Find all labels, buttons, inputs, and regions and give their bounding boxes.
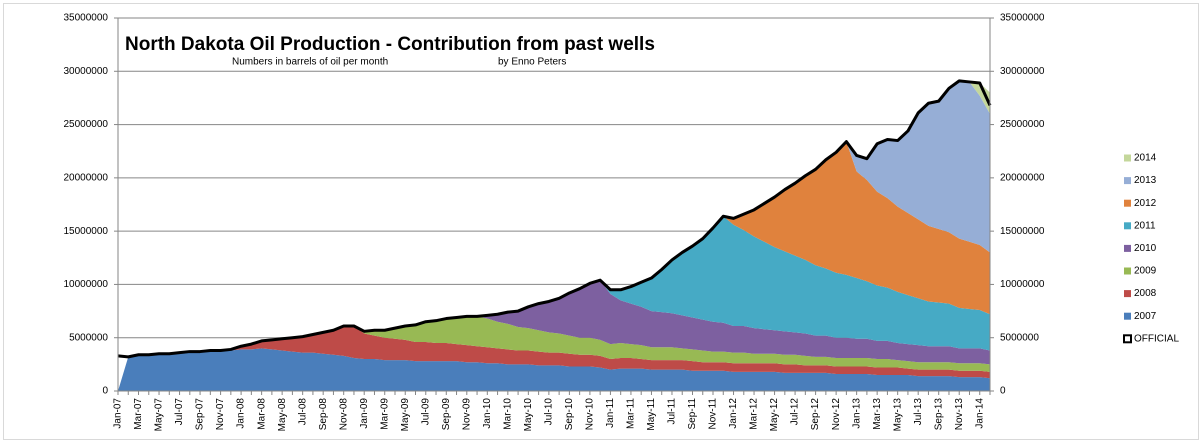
x-tick-label: Sep-09	[441, 398, 452, 431]
x-tick-label: Sep-11	[687, 398, 698, 430]
area-series	[118, 141, 990, 391]
y2-tick-label: 30000000	[1000, 66, 1045, 77]
x-tick-label: Jul-07	[174, 398, 185, 426]
x-tick-label: Nov-08	[338, 398, 349, 431]
y2-tick-label: 25000000	[1000, 119, 1045, 130]
y2-tick-label: 35000000	[1000, 13, 1045, 24]
legend-label: 2011	[1134, 220, 1156, 231]
legend-label: 2014	[1134, 153, 1157, 164]
x-tick-label: Sep-07	[195, 398, 206, 431]
x-tick-label: Jan-14	[974, 398, 985, 429]
y2-tick-label: 10000000	[1000, 279, 1045, 290]
y-tick-label: 0	[102, 386, 108, 397]
x-tick-label: Mar-07	[133, 398, 144, 430]
x-tick-label: Sep-12	[810, 398, 821, 431]
area-series	[118, 325, 990, 391]
legend-label: 2009	[1134, 266, 1157, 277]
x-tick-label: Jul-10	[544, 398, 555, 426]
official-line	[117, 79, 992, 359]
x-tick-label: May-11	[646, 398, 657, 431]
x-tick-label: Mar-09	[379, 398, 390, 430]
y-tick-label: 15000000	[64, 226, 109, 237]
legend-swatch	[1123, 334, 1132, 344]
plot-area	[117, 17, 992, 392]
legend-label: 2013	[1134, 175, 1157, 186]
chart-subtitle: Numbers in barrels of oil per month	[232, 57, 388, 68]
y2-tick-label: 5000000	[1000, 332, 1039, 343]
x-tick-label: Jan-13	[851, 398, 862, 429]
x-tick-label: Jul-11	[667, 398, 678, 425]
x-tick-label: Nov-13	[954, 398, 965, 431]
y-tick-label: 5000000	[69, 332, 108, 343]
legend-swatch	[1124, 312, 1131, 320]
y-tick-label: 25000000	[64, 119, 109, 130]
y-tick-label: 30000000	[64, 66, 109, 77]
y2-tick-label: 20000000	[1000, 172, 1045, 183]
x-tick-label: Sep-08	[318, 398, 329, 431]
x-tick-label: Jan-08	[236, 398, 247, 429]
x-tick-label: May-12	[769, 398, 780, 432]
x-tick-label: Mar-12	[749, 398, 760, 430]
y-tick-label: 20000000	[64, 172, 109, 183]
x-tick-label: Jan-10	[482, 398, 493, 429]
legend-swatch	[1124, 199, 1131, 207]
legend-label: OFFICIAL	[1134, 333, 1179, 344]
y2-tick-label: 15000000	[1000, 226, 1045, 237]
chart-title: North Dakota Oil Production - Contributi…	[125, 34, 655, 55]
x-tick-label: Nov-11	[708, 398, 719, 430]
x-tick-label: May-09	[400, 398, 411, 432]
x-tick-label: May-08	[277, 398, 288, 432]
x-tick-label: Nov-09	[461, 398, 472, 431]
x-tick-label: Nov-12	[831, 398, 842, 431]
annotation: by Enno Peters	[498, 57, 566, 68]
x-tick-label: Mar-10	[502, 398, 513, 430]
legend-swatch	[1124, 154, 1131, 162]
legend-swatch	[1124, 290, 1131, 298]
legend-swatch	[1124, 267, 1131, 275]
legend-swatch	[1124, 222, 1131, 230]
x-tick-label: Mar-13	[872, 398, 883, 430]
legend-label: 2012	[1134, 198, 1157, 209]
x-tick-label: May-10	[523, 398, 534, 432]
y-tick-label: 35000000	[64, 13, 109, 24]
area-series	[118, 216, 990, 391]
x-tick-label: Sep-13	[933, 398, 944, 431]
x-tick-label: Jul-13	[913, 398, 924, 426]
x-tick-label: Jul-12	[790, 398, 801, 426]
area-series	[118, 348, 990, 391]
legend-label: 2008	[1134, 288, 1157, 299]
legend-swatch	[1124, 177, 1131, 185]
x-tick-label: Mar-08	[256, 398, 267, 430]
y2-tick-label: 0	[1000, 386, 1006, 397]
x-tick-label: Jul-08	[297, 398, 308, 426]
x-tick-label: Mar-11	[626, 398, 637, 429]
x-tick-label: Jan-07	[113, 398, 124, 429]
legend-label: 2010	[1134, 243, 1157, 254]
x-tick-label: Sep-10	[564, 398, 575, 431]
x-tick-label: Nov-07	[215, 398, 226, 431]
x-tick-label: May-07	[154, 398, 165, 432]
legend-swatch	[1124, 244, 1131, 252]
x-tick-label: Jan-09	[359, 398, 370, 429]
y-tick-label: 10000000	[64, 279, 109, 290]
x-tick-label: Jan-12	[728, 398, 739, 429]
x-tick-label: Jul-09	[420, 398, 431, 426]
legend-label: 2007	[1134, 311, 1157, 322]
x-tick-label: Jan-11	[605, 398, 616, 428]
x-tick-label: May-13	[892, 398, 903, 432]
x-tick-label: Nov-10	[585, 398, 596, 431]
